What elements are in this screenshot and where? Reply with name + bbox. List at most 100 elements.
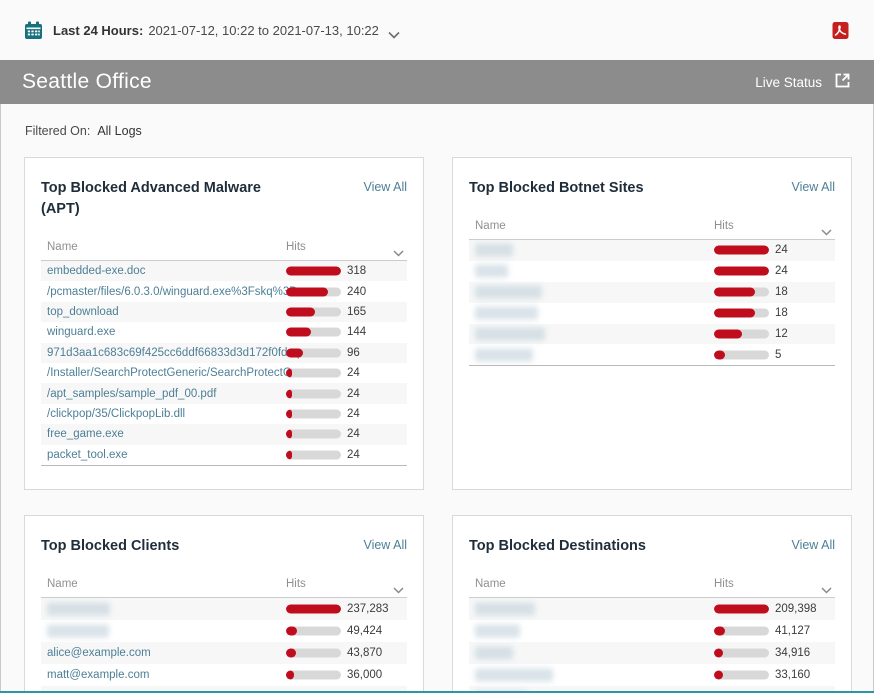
column-options-chevron-icon[interactable]: [820, 582, 833, 594]
page-header: Seattle Office Live Status: [0, 60, 874, 104]
table-row: free_game.exe 24: [41, 424, 407, 445]
hits-bar: [714, 604, 769, 614]
table-header: Name Hits: [41, 235, 407, 261]
table-row: /apt_samples/sample_pdf_00.pdf 24: [41, 383, 407, 404]
hits-value: 49,424: [347, 625, 383, 637]
hits-bar: [286, 626, 341, 636]
panel-header: Top Blocked Destinations View All: [469, 536, 835, 557]
redacted-name: [475, 327, 545, 341]
hits-value: 43,870: [347, 647, 383, 659]
table-row: 12: [469, 323, 835, 345]
table-header: Name Hits: [469, 214, 835, 240]
table-row: 49,424: [41, 620, 407, 642]
hits-bar: [286, 348, 341, 358]
name-link[interactable]: top_download: [47, 305, 119, 318]
calendar-icon[interactable]: [24, 21, 43, 40]
chevron-down-icon[interactable]: [388, 26, 400, 39]
name-link[interactable]: /Installer/SearchProtectGeneric/SearchPr…: [47, 367, 299, 380]
name-link[interactable]: embedded-exe.doc: [47, 265, 146, 278]
table-row: /pcmaster/files/6.0.3.0/winguard.exe%3Fs…: [41, 281, 407, 301]
hits-value: 41,127: [775, 625, 811, 637]
panel-apt: Top Blocked Advanced Malware (APT) View …: [24, 157, 424, 490]
panel-header: Top Blocked Clients View All: [41, 536, 407, 557]
panel-title: Top Blocked Destinations: [469, 538, 646, 554]
hits-bar: [714, 287, 769, 297]
table-body: 24 24 18 18 12 5: [469, 240, 835, 367]
hits-bar: [286, 409, 341, 419]
hits-value: 96: [347, 346, 360, 359]
table-row: 33,160: [469, 664, 835, 686]
hits-value: 5: [775, 348, 782, 361]
view-all-link[interactable]: View All: [363, 538, 407, 552]
live-status-button[interactable]: Live Status: [755, 71, 852, 93]
panel-dest: Top Blocked Destinations View All Name H…: [452, 515, 852, 693]
panels-grid: Top Blocked Advanced Malware (APT) View …: [0, 157, 874, 693]
table-row: winguard.exe 144: [41, 322, 407, 342]
hits-bar: [286, 287, 341, 297]
table-row: packet_tool.exe 24: [41, 445, 407, 465]
name-link[interactable]: alice@example.com: [47, 647, 151, 659]
name-link[interactable]: 971d3aa1c683c69f425cc6ddf66833d3d172f0fd…: [47, 346, 304, 359]
hits-bar: [714, 245, 769, 255]
hits-value: 36,000: [347, 669, 383, 681]
name-link[interactable]: /clickpop/35/ClickpopLib.dll: [47, 407, 186, 420]
redacted-name: [475, 646, 513, 660]
table-header: Name Hits: [469, 572, 835, 598]
hits-value: 24: [347, 407, 360, 420]
table-row: matt@example.com 36,000: [41, 664, 407, 686]
view-all-link[interactable]: View All: [363, 180, 407, 194]
table-row: 18: [469, 281, 835, 303]
pdf-export-button[interactable]: [830, 20, 850, 40]
column-options-chevron-icon[interactable]: [392, 245, 405, 257]
hits-value: 12: [775, 328, 788, 340]
hits-value: 18: [775, 286, 788, 299]
hits-bar: [286, 648, 341, 658]
redacted-name: [475, 264, 508, 278]
external-link-icon: [833, 71, 852, 93]
name-link[interactable]: packet_tool.exe: [47, 448, 128, 461]
table-body: 237,283 49,424 alice@example.com 43,870 matt…: [41, 598, 407, 693]
filter-bar: Filtered On: All Logs: [0, 104, 874, 157]
hits-value: 237,283: [347, 603, 389, 615]
hits-value: 24: [347, 387, 360, 400]
column-header-hits: Hits: [286, 578, 306, 590]
column-header-name: Name: [47, 578, 78, 590]
column-header-hits: Hits: [286, 241, 306, 253]
table-row: alice@example.com 43,870: [41, 642, 407, 664]
name-link[interactable]: winguard.exe: [47, 326, 116, 339]
column-header-hits: Hits: [714, 220, 734, 232]
view-all-link[interactable]: View All: [791, 180, 835, 194]
name-link[interactable]: free_game.exe: [47, 428, 124, 441]
table-row: /clickpop/35/ClickpopLib.dll 24: [41, 404, 407, 424]
hits-value: 24: [347, 367, 360, 380]
name-link[interactable]: matt@example.com: [47, 669, 150, 681]
hits-bar: [714, 266, 769, 276]
bottom-edge-line: [0, 691, 874, 693]
panel-header: Top Blocked Advanced Malware (APT) View …: [41, 178, 407, 220]
view-all-link[interactable]: View All: [791, 538, 835, 552]
redacted-name: [475, 285, 542, 299]
name-link[interactable]: /pcmaster/files/6.0.3.0/winguard.exe%3Fs…: [47, 285, 298, 298]
column-options-chevron-icon[interactable]: [392, 582, 405, 594]
hits-bar: [714, 626, 769, 636]
hits-value: 33,160: [775, 669, 811, 681]
name-link[interactable]: /apt_samples/sample_pdf_00.pdf: [47, 387, 217, 400]
page-title: Seattle Office: [22, 70, 152, 93]
table-row: embedded-exe.doc 318: [41, 261, 407, 282]
hits-bar: [286, 266, 341, 276]
hits-bar: [286, 429, 341, 439]
hits-value: 144: [347, 326, 367, 339]
hits-bar: [286, 604, 341, 614]
table-row: 18: [469, 303, 835, 324]
redacted-name: [475, 602, 535, 616]
table-row: 237,283: [41, 598, 407, 620]
hits-value: 209,398: [775, 603, 817, 615]
table-row: 5: [469, 344, 835, 365]
panel-header: Top Blocked Botnet Sites View All: [469, 178, 835, 199]
column-options-chevron-icon[interactable]: [820, 224, 833, 236]
hits-value: 34,916: [775, 647, 811, 659]
column-header-name: Name: [475, 578, 506, 590]
table-row: 209,398: [469, 598, 835, 620]
table-body: embedded-exe.doc 318/pcmaster/files/6.0.3…: [41, 261, 407, 466]
